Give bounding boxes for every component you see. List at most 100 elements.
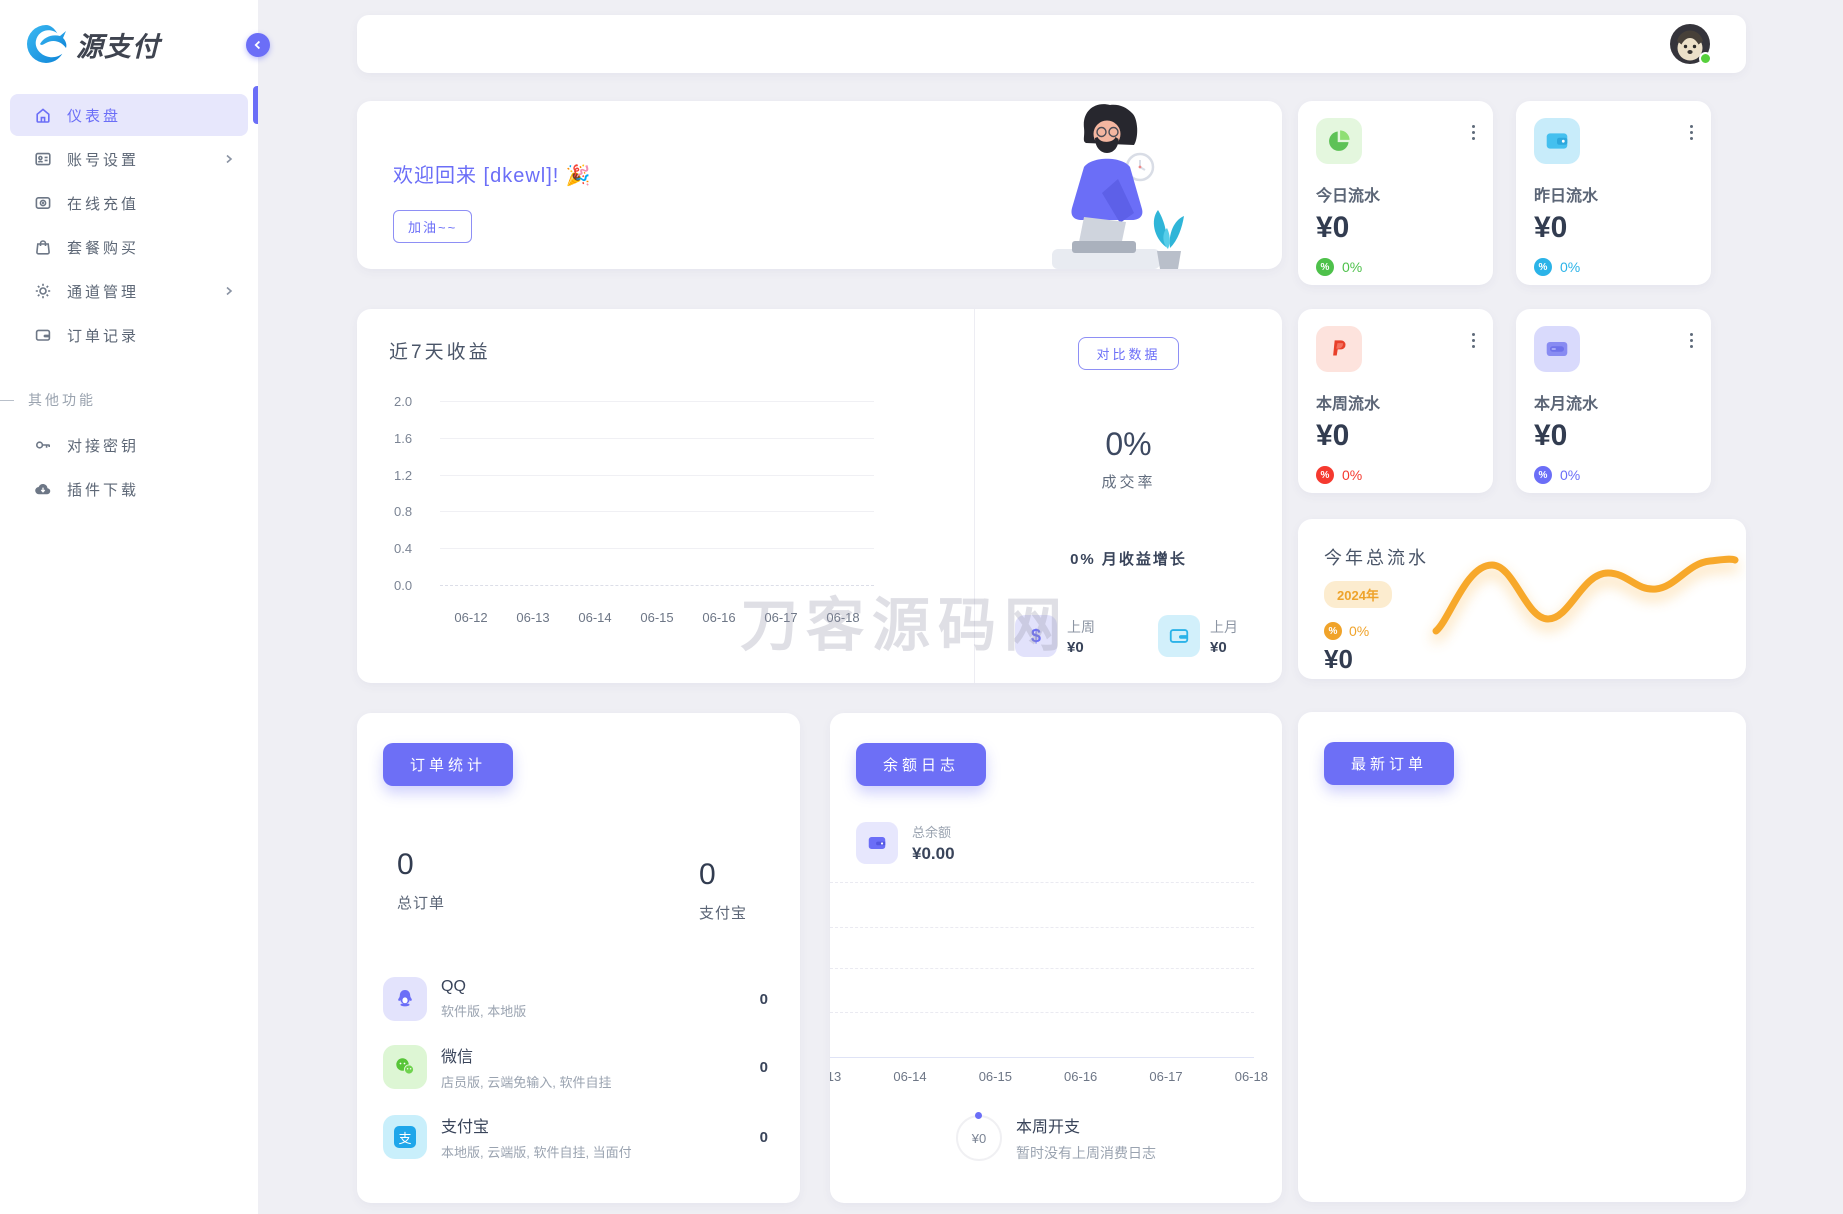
- shopping-bag-icon: [34, 238, 52, 256]
- wechat-icon: [383, 1045, 427, 1089]
- x-tick: 06-15: [640, 610, 674, 625]
- y-tick: 0.8: [394, 504, 413, 520]
- x-tick: 06-12: [454, 610, 488, 625]
- channel-desc: 软件版, 本地版: [441, 1004, 527, 1019]
- alipay-orders-value: 0: [699, 858, 716, 891]
- sidebar-item-label: 插件下载: [67, 481, 140, 499]
- gear-icon: [34, 282, 52, 300]
- key-icon: [34, 436, 52, 454]
- sidebar-item-packages[interactable]: 套餐购买: [10, 226, 248, 268]
- year-percent: 0%: [1349, 623, 1370, 639]
- welcome-illustration: [1052, 104, 1184, 269]
- compare-data-button[interactable]: 对比数据: [1078, 337, 1179, 370]
- stat-card-this-month: 本月流水 ¥0 % 0%: [1516, 309, 1711, 493]
- sidebar-item-label: 套餐购买: [67, 239, 140, 257]
- dollar-icon: $: [1015, 615, 1057, 657]
- section-dash: [0, 399, 14, 401]
- wallet-icon: [34, 326, 52, 344]
- active-item-indicator: [253, 86, 258, 124]
- sidebar-item-api-keys[interactable]: 对接密钥: [10, 424, 248, 466]
- stat-label: 本月流水: [1534, 396, 1599, 413]
- dashboard-icon: [34, 106, 52, 124]
- legend-title: 本周开支: [1016, 1119, 1081, 1136]
- compare-items: $ 上周 ¥0 上月 ¥0: [975, 615, 1282, 657]
- main-content: 欢迎回来 [dkewl]! 🎉 加油~~: [258, 0, 1843, 1203]
- stat-label: 本周流水: [1316, 396, 1381, 413]
- stat-value: ¥0: [1534, 419, 1568, 452]
- sidebar-item-dashboard[interactable]: 仪表盘: [10, 94, 248, 136]
- stat-label: 今日流水: [1316, 188, 1381, 205]
- paypal-icon: [1316, 326, 1362, 372]
- channel-count: 0: [759, 1128, 768, 1146]
- total-balance-row: 总余额 ¥0.00: [856, 822, 1256, 864]
- sidebar-item-label: 仪表盘: [67, 107, 122, 125]
- balance-chart-grid: [830, 882, 1254, 1058]
- order-stats-button[interactable]: 订单统计: [383, 743, 514, 786]
- section-label: 其他功能: [28, 392, 96, 408]
- last-week-item: $ 上周 ¥0: [1015, 615, 1095, 657]
- revenue-chart-grid: 2.0 1.6 1.2 0.8 0.4 0.0: [394, 394, 874, 593]
- balance-log-button[interactable]: 余额日志: [856, 743, 987, 786]
- stat-card-this-week: 本周流水 ¥0 % 0%: [1298, 309, 1493, 493]
- channel-row-wechat: 微信 店员版, 云端免输入, 软件自挂 0: [383, 1043, 774, 1091]
- brand-logo: 源支付: [0, 0, 258, 84]
- wallet-icon: [856, 822, 898, 864]
- x-tick: 06-15: [978, 1069, 1012, 1084]
- sidebar: 源支付 仪表盘 账号设置 在线充值 套: [0, 0, 258, 1214]
- y-tick: 0.4: [394, 541, 413, 557]
- year-flow-value: ¥0: [1324, 644, 1353, 674]
- deal-rate-value: 0%: [1105, 426, 1152, 462]
- year-trend-sparkline: [1432, 555, 1739, 635]
- cloud-download-icon: [34, 480, 52, 498]
- balance-chart-x-axis: 06-13 06-14 06-15 06-16 06-17 06-18: [830, 1069, 1268, 1084]
- percent-badge-icon: %: [1324, 622, 1342, 640]
- sidebar-item-recharge[interactable]: 在线充值: [10, 182, 248, 224]
- sidebar-item-label: 在线充值: [67, 195, 140, 213]
- top-header: [357, 15, 1746, 73]
- percent-badge-icon: %: [1534, 466, 1552, 484]
- wallet-icon: [1158, 615, 1200, 657]
- chevron-left-icon: [254, 40, 261, 50]
- channel-desc: 本地版, 云端版, 软件自挂, 当面付: [441, 1145, 632, 1160]
- channel-desc: 店员版, 云端免输入, 软件自挂: [441, 1075, 612, 1090]
- percent-badge-icon: %: [1534, 258, 1552, 276]
- x-tick: 06-14: [578, 610, 612, 625]
- total-orders-block: 0 总订单: [397, 848, 445, 923]
- stat-value: ¥0: [1316, 419, 1350, 452]
- chevron-right-icon: [224, 286, 234, 296]
- y-tick: 0.0: [394, 578, 413, 593]
- card-menu-kebab-icon[interactable]: [1470, 331, 1477, 350]
- legend-amount-circle: ¥0: [956, 1112, 1002, 1161]
- total-balance-value: ¥0.00: [912, 844, 955, 863]
- compare-panel: 对比数据 0% 成交率 0% 月收益增长 $ 上周 ¥0: [974, 309, 1282, 683]
- sidebar-collapse-button[interactable]: [246, 33, 270, 57]
- brand-name: 源支付: [76, 31, 160, 62]
- sidebar-item-account-settings[interactable]: 账号设置: [10, 138, 248, 180]
- x-tick: 06-18: [1234, 1069, 1268, 1084]
- sidebar-item-label: 订单记录: [67, 327, 140, 345]
- card-menu-kebab-icon[interactable]: [1470, 123, 1477, 142]
- stat-percent: 0%: [1560, 259, 1581, 275]
- stat-card-yesterday: 昨日流水 ¥0 % 0%: [1516, 101, 1711, 285]
- user-avatar[interactable]: [1670, 24, 1712, 65]
- revenue-chart-card: 近7天收益 2.0 1.6 1.2 0.8 0.4 0.0 06-12 06-1…: [357, 309, 1282, 683]
- channel-list: QQ 软件版, 本地版 0 微信 店员版, 云端免输入, 软件自挂: [383, 977, 774, 1161]
- revenue-chart-title: 近7天收益: [389, 342, 491, 363]
- sidebar-item-label: 对接密钥: [67, 437, 140, 455]
- cheer-button[interactable]: 加油~~: [393, 210, 473, 243]
- welcome-card: 欢迎回来 [dkewl]! 🎉 加油~~: [357, 101, 1282, 269]
- latest-orders-button[interactable]: 最新订单: [1324, 742, 1455, 785]
- card-menu-kebab-icon[interactable]: [1688, 331, 1695, 350]
- card-menu-kebab-icon[interactable]: [1688, 123, 1695, 142]
- account-card-icon: [34, 150, 52, 168]
- revenue-chart-x-axis: 06-12 06-13 06-14 06-15 06-16 06-17 06-1…: [440, 610, 874, 625]
- sidebar-item-order-history[interactable]: 订单记录: [10, 314, 248, 356]
- chevron-right-icon: [224, 154, 234, 164]
- y-tick: 1.2: [394, 467, 413, 483]
- online-status-dot: [1699, 52, 1712, 65]
- flow-stats-grid: 今日流水 ¥0 % 0% 昨日流水 ¥0 % 0: [1298, 101, 1746, 493]
- sidebar-item-plugin-download[interactable]: 插件下载: [10, 468, 248, 510]
- avatar-dog-photo: [1670, 24, 1710, 64]
- last-week-value: ¥0: [1067, 638, 1084, 656]
- sidebar-item-channels[interactable]: 通道管理: [10, 270, 248, 312]
